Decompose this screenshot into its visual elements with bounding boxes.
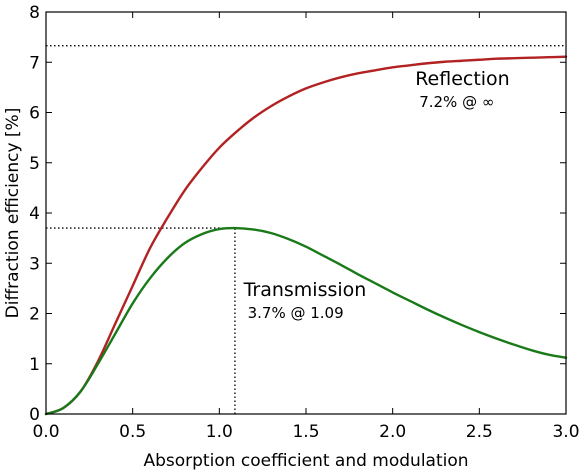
x-tick-label: 0.5	[119, 422, 146, 442]
annotation-reflection-value: 7.2% @ ∞	[419, 93, 494, 111]
y-tick-label: 0	[29, 405, 40, 425]
x-axis-title: Absorption coefficient and modulation	[143, 451, 468, 471]
y-tick-label: 4	[29, 204, 40, 224]
x-tick-label: 1.5	[292, 422, 319, 442]
y-tick-label: 5	[29, 154, 40, 174]
y-tick-label: 6	[29, 104, 40, 124]
series-line-transmission	[44, 226, 568, 416]
series-curves	[44, 55, 568, 416]
x-tick-label: 2.5	[466, 422, 493, 442]
x-tick-label: 3.0	[552, 422, 579, 442]
x-tick-label: 2.0	[379, 422, 406, 442]
reference-lines	[46, 45, 566, 414]
annotation-reflection-title: Reflection	[415, 68, 510, 90]
annotation-transmission-title: Transmission	[243, 279, 367, 301]
annotations: Reflection 7.2% @ ∞ Transmission 3.7% @ 1.0…	[243, 68, 510, 322]
y-tick-label: 7	[29, 53, 40, 73]
series-line-reflection	[44, 55, 568, 416]
y-tick-label: 2	[29, 305, 40, 325]
axis-ticks: 0.0 0.5 1.0 1.5 2.0 2.5 3.0 0 1 2 3 4 5 6 7 8	[29, 3, 579, 442]
y-tick-label: 3	[29, 254, 40, 274]
x-tick-label: 1.0	[206, 422, 233, 442]
y-axis-title: Diffraction efficiency [%]	[3, 108, 23, 319]
x-tick-label: 0.0	[32, 422, 59, 442]
y-tick-label: 1	[29, 355, 40, 375]
annotation-transmission-value: 3.7% @ 1.09	[248, 304, 344, 322]
y-tick-label: 8	[29, 3, 40, 23]
